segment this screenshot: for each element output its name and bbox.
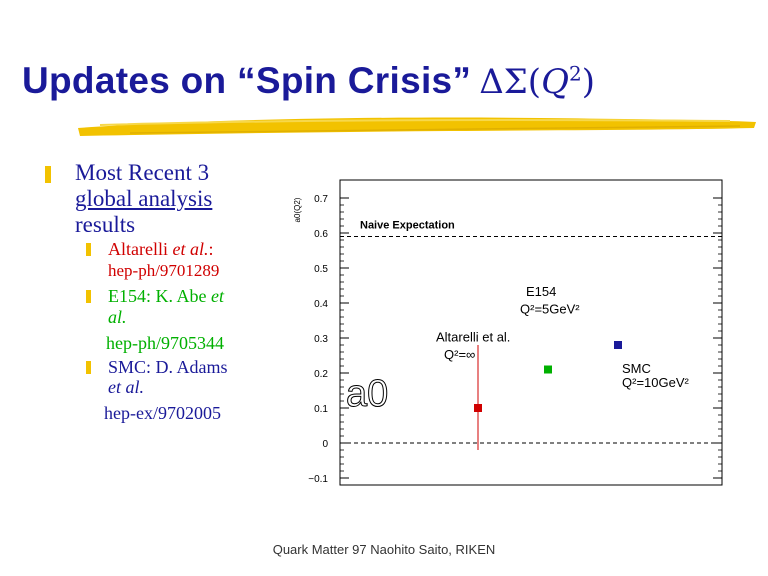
data-point [474,404,482,412]
y-tick-label: 0.4 [314,299,328,310]
smc-etal: et al. [108,377,144,397]
y-axis-label: a0(Q2) [293,197,302,222]
big-a0-label: a0 [346,373,388,415]
a0-chart: 0.7 0.6 0.5 0.4 0.3 0.2 0.1 0 −0.1 Naive Expecta… [293,179,723,486]
reference-lines: Naive Expectation [340,220,722,444]
e154-etal: al. [108,307,127,327]
e154-entry: E154: K. Abe et [108,286,224,306]
series-label: E154 [526,284,556,299]
bullet-main [45,166,51,183]
y-tick-label: 0.6 [314,229,328,240]
slide-title: Updates on “Spin Crisis” ΔΣ(Q2) [22,60,595,102]
e154-ref: hep-ph/9705344 [106,333,224,353]
title-underline-swoosh [78,117,756,136]
data-points: Altarelli et al. Q²=∞ E154 Q²=5GeV² SMCQ²=10… [436,284,690,450]
y-tick-label: 0 [322,439,328,450]
bullet-e154 [86,290,91,303]
data-point [614,341,622,349]
altarelli-entry: Altarelli et al.: [108,239,214,259]
smc-ref: hep-ex/9702005 [104,403,221,423]
series-condition: Q²=10GeV² [622,375,690,390]
bullet-smc [86,361,91,374]
y-tick-label: 0.7 [314,194,328,205]
y-tick-label: −0.1 [308,474,328,485]
series-label: SMC [622,361,651,376]
y-tick-label: 0.1 [314,404,328,415]
y-tick-label: 0.5 [314,264,328,275]
series-label: Altarelli et al. [436,330,510,345]
naive-expectation-label: Naive Expectation [360,220,455,232]
y-tick-label: 0.3 [314,334,328,345]
bullet-altarelli [86,243,91,256]
y-axis: 0.7 0.6 0.5 0.4 0.3 0.2 0.1 0 −0.1 [308,194,722,485]
title-symbol: ΔΣ(Q2) [479,61,595,102]
plot-frame [339,179,723,486]
series-condition: Q²=5GeV² [520,302,580,317]
title-text: Updates on “Spin Crisis” [22,60,472,101]
data-point [544,365,552,374]
footer: Quark Matter 97 Naohito Saito, RIKEN [272,542,496,557]
bullet-main-text: Most Recent 3 global analysis results [75,160,213,237]
altarelli-ref: hep-ph/9701289 [108,261,220,280]
series-condition: Q²=∞ [444,347,475,362]
y-tick-label: 0.2 [314,369,328,380]
smc-entry: SMC: D. Adams [108,357,228,377]
